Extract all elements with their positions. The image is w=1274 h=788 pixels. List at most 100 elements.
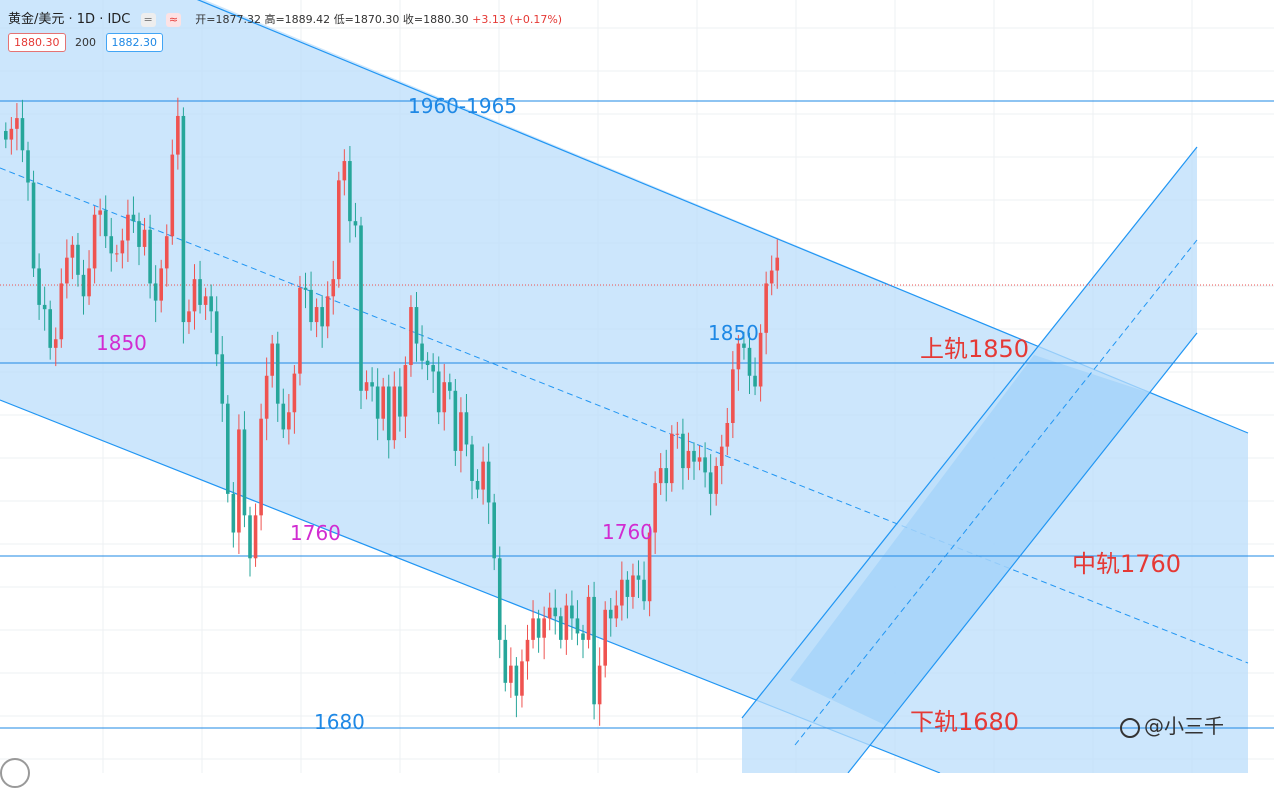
candle-body bbox=[631, 575, 635, 597]
candle-body bbox=[570, 605, 574, 619]
candle-body bbox=[325, 296, 330, 327]
label-1960-1965: 1960-1965 bbox=[408, 94, 517, 118]
candle-body bbox=[120, 240, 125, 254]
spread-value: 200 bbox=[75, 36, 96, 49]
symbol-title[interactable]: 黄金/美元 · 1D · IDC bbox=[8, 12, 131, 27]
candle-body bbox=[736, 343, 741, 370]
candle-body bbox=[242, 429, 247, 516]
candle-body bbox=[420, 343, 424, 361]
candle-body bbox=[353, 221, 358, 226]
candle-body bbox=[275, 343, 280, 404]
candle-body bbox=[719, 446, 724, 466]
candle-body bbox=[370, 382, 374, 387]
candle-body bbox=[603, 609, 607, 666]
ohlc-low: 低=1870.30 bbox=[333, 13, 400, 26]
candle-body bbox=[359, 225, 363, 391]
label-1680: 1680 bbox=[314, 710, 365, 734]
candle-body bbox=[203, 296, 208, 305]
candle-body bbox=[758, 332, 763, 387]
candle-body bbox=[486, 461, 491, 503]
candle-body bbox=[459, 412, 463, 451]
candle-body bbox=[514, 665, 519, 696]
label-1850-mid: 1850 bbox=[708, 321, 759, 345]
candle-body bbox=[414, 307, 419, 344]
label-lower-band: 下轨1680 bbox=[910, 708, 1019, 736]
up-channel-upper bbox=[741, 146, 1198, 719]
watermark-text: @小三千 bbox=[1144, 714, 1224, 738]
candle-body bbox=[131, 214, 136, 222]
candle-body bbox=[614, 605, 619, 619]
candle-body bbox=[642, 579, 646, 602]
candle-body bbox=[542, 618, 546, 638]
candle-body bbox=[764, 283, 768, 333]
candle-body bbox=[769, 270, 774, 284]
candle-body bbox=[747, 347, 752, 376]
ohlc-values: 开=1877.32 高=1889.42 低=1870.30 收=1880.30 … bbox=[195, 13, 562, 26]
candle-body bbox=[159, 268, 163, 301]
down-channel-mid bbox=[0, 167, 1249, 664]
candle-body bbox=[259, 418, 263, 516]
candle-body bbox=[192, 279, 197, 312]
candle-body bbox=[398, 386, 402, 417]
candle-body bbox=[126, 214, 130, 241]
candle-body bbox=[109, 236, 114, 254]
candle-body bbox=[115, 253, 119, 255]
up-channel-lower bbox=[847, 332, 1198, 773]
candle-body bbox=[42, 304, 47, 310]
corner-logo-icon[interactable] bbox=[0, 758, 30, 788]
candle-body bbox=[559, 616, 563, 640]
candle-body bbox=[597, 665, 602, 705]
candle-body bbox=[403, 365, 408, 417]
candle-body bbox=[337, 180, 341, 280]
ask-button[interactable]: 1882.30 bbox=[105, 33, 163, 52]
candle-body bbox=[647, 532, 652, 602]
bid-button[interactable]: 1880.30 bbox=[8, 33, 66, 52]
candle-body bbox=[15, 118, 19, 129]
ohlc-change: +3.13 (+0.17%) bbox=[472, 13, 563, 26]
ohlc-high: 高=1889.42 bbox=[264, 13, 331, 26]
watermark: @小三千 bbox=[1120, 710, 1224, 739]
weibo-icon bbox=[1120, 717, 1140, 738]
candle-body bbox=[409, 307, 413, 366]
candle-body bbox=[31, 182, 36, 269]
candle-body bbox=[26, 150, 30, 183]
candle-body bbox=[187, 311, 191, 323]
label-middle-band: 中轨1760 bbox=[1072, 550, 1181, 578]
candle-body bbox=[653, 483, 657, 533]
candle-body bbox=[608, 609, 613, 619]
candle-body bbox=[664, 468, 669, 484]
candle-body bbox=[270, 343, 274, 376]
candle-body bbox=[470, 444, 474, 481]
pill-approx[interactable]: ≈ bbox=[165, 12, 182, 27]
candle-body bbox=[625, 579, 630, 597]
candle-body bbox=[708, 472, 713, 494]
candle-body bbox=[620, 579, 624, 606]
candle-body bbox=[298, 287, 302, 374]
candle-body bbox=[148, 229, 152, 284]
candle-body bbox=[53, 339, 58, 348]
candle-body bbox=[226, 403, 230, 494]
candle-body bbox=[214, 311, 219, 355]
candle-body bbox=[431, 365, 435, 372]
candle-body bbox=[20, 118, 25, 151]
candle-body bbox=[248, 515, 252, 559]
candle-body bbox=[342, 161, 347, 181]
candle-body bbox=[464, 412, 469, 445]
candle-body bbox=[137, 221, 141, 247]
candle-body bbox=[237, 429, 241, 533]
candle-body bbox=[198, 279, 202, 305]
candle-body bbox=[575, 618, 580, 634]
candle-body bbox=[309, 289, 313, 323]
candle-body bbox=[303, 287, 308, 290]
candle-body bbox=[481, 461, 485, 490]
candle-body bbox=[697, 457, 702, 462]
candle-body bbox=[775, 257, 780, 271]
candle-body bbox=[231, 493, 236, 533]
candle-body bbox=[181, 115, 186, 323]
candle-body bbox=[4, 130, 8, 140]
pill-equal[interactable]: = bbox=[140, 12, 156, 27]
candle-body bbox=[292, 373, 297, 413]
candle-body bbox=[520, 661, 524, 696]
candle-body bbox=[264, 375, 269, 419]
